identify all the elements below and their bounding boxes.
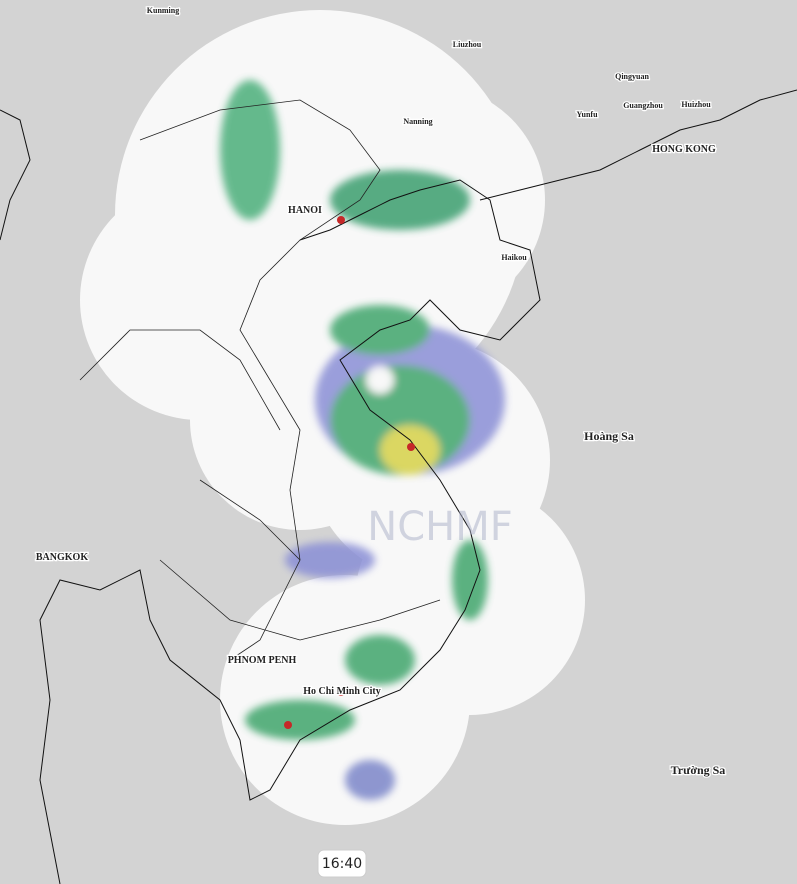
city-label: Ho Chi Minh City xyxy=(303,686,381,697)
radar-echoes xyxy=(220,80,505,800)
city-label: Huizhou xyxy=(681,100,711,109)
city-label: HONG KONG xyxy=(652,144,716,155)
city-label: BANGKOK xyxy=(36,552,88,563)
city-label: PHNOM PENH xyxy=(228,655,297,666)
city-label: Liuzhou xyxy=(453,40,482,49)
island-label: Trường Sa xyxy=(671,763,726,777)
watermark: NCHMF xyxy=(367,504,512,550)
city-markers xyxy=(284,216,415,729)
time-badge xyxy=(317,849,367,878)
city-label: Nanning xyxy=(403,117,432,126)
borders xyxy=(79,99,441,661)
island-label: Hoàng Sa xyxy=(584,429,634,443)
time-label: 16:40 xyxy=(322,856,362,872)
city-label: Guangzhou xyxy=(623,101,663,110)
city-label: Qingyuan xyxy=(615,72,649,81)
coastlines xyxy=(0,89,797,884)
city-label: Kunming xyxy=(147,6,179,15)
city-label: HANOI xyxy=(288,205,322,216)
city-label: Haikou xyxy=(501,253,527,262)
city-label: Yunfu xyxy=(576,110,598,119)
